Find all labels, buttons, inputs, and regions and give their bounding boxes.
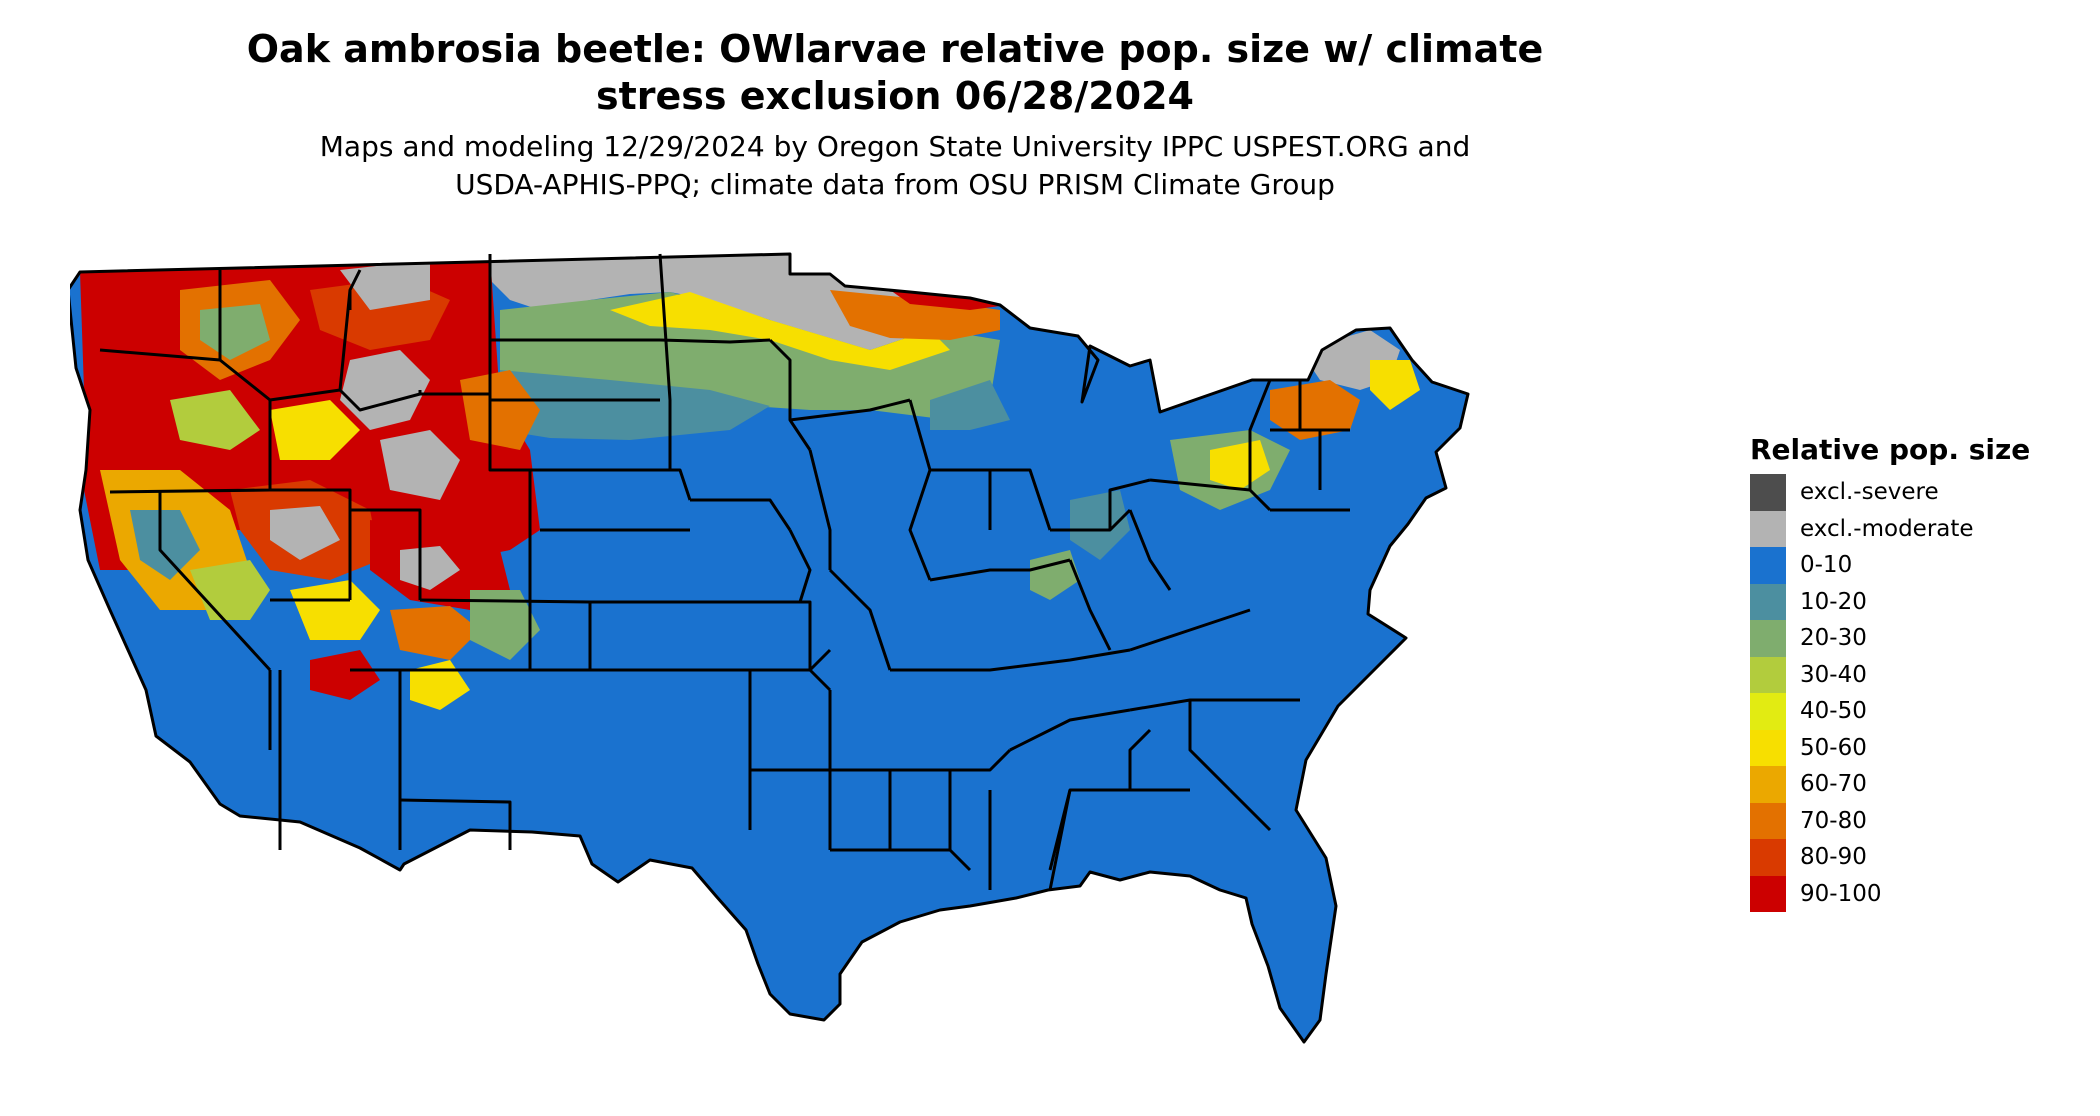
- legend-label: 0-10: [1800, 552, 1853, 579]
- legend-item: excl.-severe: [1750, 474, 2080, 511]
- legend-swatch: [1750, 802, 1786, 839]
- legend: Relative pop. size excl.-severe excl.-mod…: [1750, 432, 2080, 912]
- state-borders: [70, 252, 1470, 1044]
- legend-label: 60-70: [1800, 771, 1867, 798]
- legend-swatch: [1750, 693, 1786, 730]
- legend-item: 70-80: [1750, 802, 2080, 839]
- legend-label: 50-60: [1800, 734, 1867, 761]
- legend-swatch: [1750, 729, 1786, 766]
- legend-label: 40-50: [1800, 698, 1867, 725]
- legend-swatch: [1750, 547, 1786, 584]
- legend-item: 30-40: [1750, 656, 2080, 693]
- legend-label: excl.-severe: [1800, 479, 1939, 506]
- legend-title: Relative pop. size: [1750, 433, 2031, 466]
- legend-swatch: [1750, 766, 1786, 803]
- legend-swatch: [1750, 510, 1786, 547]
- legend-swatch: [1750, 620, 1786, 657]
- legend-item: 40-50: [1750, 693, 2080, 730]
- legend-item: 60-70: [1750, 766, 2080, 803]
- legend-label: 30-40: [1800, 661, 1867, 688]
- legend-label: 70-80: [1800, 807, 1867, 834]
- legend-label: 80-90: [1800, 844, 1867, 871]
- legend-items: excl.-severe excl.-moderate 0-10 10-20 20-30…: [1750, 474, 2080, 912]
- legend-item: 0-10: [1750, 547, 2080, 584]
- us-map: [70, 252, 1470, 1044]
- legend-label: excl.-moderate: [1800, 515, 1974, 542]
- legend-item: 20-30: [1750, 620, 2080, 657]
- legend-label: 90-100: [1800, 880, 1882, 907]
- legend-swatch: [1750, 875, 1786, 912]
- legend-item: excl.-moderate: [1750, 510, 2080, 547]
- map-subtitle: Maps and modeling 12/29/2024 by Oregon S…: [319, 130, 1471, 201]
- legend-label: 10-20: [1800, 588, 1867, 615]
- legend-item: 50-60: [1750, 729, 2080, 766]
- legend-swatch: [1750, 656, 1786, 693]
- map-title: Oak ambrosia beetle: OWlarvae relative p…: [246, 27, 1544, 118]
- legend-item: 80-90: [1750, 839, 2080, 876]
- legend-swatch: [1750, 839, 1786, 876]
- legend-item: 10-20: [1750, 583, 2080, 620]
- legend-item: 90-100: [1750, 875, 2080, 912]
- legend-swatch: [1750, 474, 1786, 511]
- legend-swatch: [1750, 583, 1786, 620]
- legend-label: 20-30: [1800, 625, 1867, 652]
